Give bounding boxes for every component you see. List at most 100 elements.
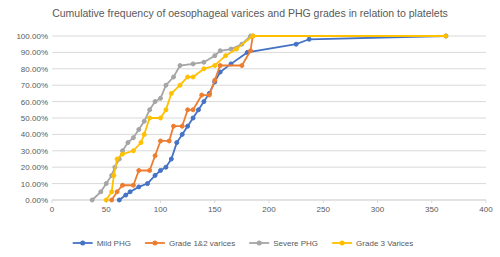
point (159, 139, 163, 143)
grid-line (52, 85, 486, 86)
point (191, 116, 195, 120)
x-tick-label: 400 (479, 205, 493, 214)
point (104, 198, 108, 202)
point (218, 49, 222, 53)
y-tick-label: 80.00% (21, 65, 48, 74)
point (202, 60, 206, 64)
point (131, 149, 135, 153)
point (186, 124, 190, 128)
point (240, 64, 244, 68)
point (191, 62, 195, 66)
grid-line (52, 134, 486, 135)
point (202, 67, 206, 71)
point (164, 83, 168, 87)
y-tick-label: 70.00% (21, 81, 48, 90)
y-tick-label: 50.00% (21, 114, 48, 123)
point (251, 34, 255, 38)
point (251, 34, 255, 38)
y-tick-label: 40.00% (21, 130, 48, 139)
point (126, 141, 130, 145)
x-tick (160, 200, 161, 203)
point (444, 34, 448, 38)
point (128, 190, 132, 194)
point (121, 183, 125, 187)
point (213, 78, 217, 82)
x-tick (214, 200, 215, 203)
grid-line (52, 52, 486, 53)
legend-label: Severe PHG (273, 239, 318, 248)
point (175, 141, 179, 145)
point (172, 124, 176, 128)
point (148, 116, 152, 120)
point (191, 108, 195, 112)
y-tick-label: 100.00% (16, 32, 48, 41)
point (178, 64, 182, 68)
point (307, 37, 311, 41)
point (180, 124, 184, 128)
point (164, 108, 168, 112)
point (148, 108, 152, 112)
series-line (106, 36, 446, 200)
legend-marker (257, 241, 262, 246)
point (159, 168, 163, 172)
point (224, 54, 228, 58)
point (142, 119, 146, 123)
point (249, 49, 253, 53)
point (117, 198, 121, 202)
point (196, 108, 200, 112)
point (207, 93, 211, 97)
grid-line (52, 118, 486, 119)
point (137, 185, 141, 189)
point (200, 93, 204, 97)
point (153, 154, 157, 158)
grid-line (52, 68, 486, 69)
point (218, 64, 222, 68)
point (164, 165, 168, 169)
grid-line (52, 183, 486, 184)
x-tick-label: 200 (262, 205, 276, 214)
x-tick-label: 150 (208, 205, 222, 214)
point (191, 75, 195, 79)
point (167, 139, 171, 143)
legend-marker (152, 241, 157, 246)
x-tick-label: 250 (317, 205, 331, 214)
x-tick (486, 200, 487, 203)
point (142, 132, 146, 136)
plot-area (90, 34, 448, 202)
point (180, 132, 184, 136)
point (137, 168, 141, 172)
grid-line (52, 150, 486, 151)
point (104, 182, 108, 186)
point (294, 42, 298, 46)
point (172, 75, 176, 79)
series-line (112, 36, 253, 200)
x-tick-label: 100 (154, 205, 168, 214)
point (444, 34, 448, 38)
series-line (92, 36, 250, 200)
x-tick-label: 350 (425, 205, 439, 214)
point (169, 157, 173, 161)
point (115, 190, 119, 194)
point (169, 91, 173, 95)
x-tick (269, 200, 270, 203)
point (145, 182, 149, 186)
point (131, 136, 135, 140)
x-tick (52, 200, 53, 203)
y-tick-label: 0.00% (25, 196, 48, 205)
point (90, 198, 94, 202)
point (99, 190, 103, 194)
y-tick-label: 30.00% (21, 147, 48, 156)
point (153, 100, 157, 104)
x-tick (431, 200, 432, 203)
legend-label: Grade 3 Varices (356, 239, 413, 248)
point (131, 183, 135, 187)
point (178, 83, 182, 87)
point (121, 152, 125, 156)
y-tick-label: 10.00% (21, 180, 48, 189)
grid-line (52, 101, 486, 102)
legend: Mild PHGGrade 1&2 varicesSevere PHGGrade… (73, 239, 414, 248)
point (137, 127, 141, 131)
point (115, 157, 119, 161)
point (148, 168, 152, 172)
point (124, 193, 128, 197)
